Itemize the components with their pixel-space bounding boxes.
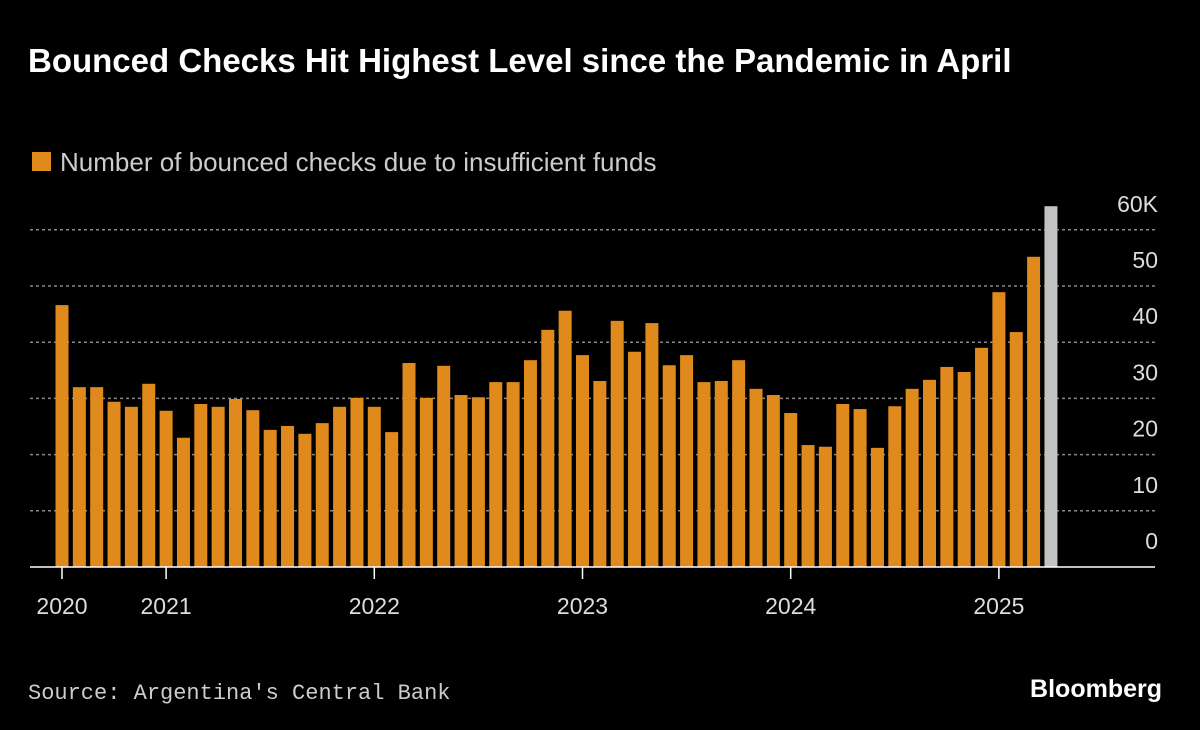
source: Source: Argentina's Central Bank bbox=[28, 681, 450, 706]
bar bbox=[367, 406, 381, 567]
bar bbox=[211, 406, 225, 567]
bar bbox=[975, 347, 989, 567]
bar bbox=[818, 446, 832, 567]
bar bbox=[992, 292, 1006, 567]
bar bbox=[72, 387, 86, 567]
bar bbox=[905, 388, 919, 567]
bar bbox=[801, 445, 815, 567]
bar bbox=[576, 355, 589, 567]
logo: Bloomberg bbox=[1030, 675, 1162, 703]
bar bbox=[662, 365, 676, 567]
bar bbox=[55, 305, 69, 567]
bar bbox=[749, 388, 763, 567]
bar bbox=[471, 397, 485, 567]
bar bbox=[714, 380, 728, 567]
bar bbox=[853, 409, 867, 567]
x-tick-label: 2022 bbox=[349, 593, 400, 619]
bar bbox=[489, 382, 503, 567]
bar bbox=[281, 425, 295, 567]
bar bbox=[333, 406, 347, 567]
y-tick-label: 40 bbox=[1132, 303, 1158, 329]
bar bbox=[263, 429, 277, 567]
bar bbox=[1027, 256, 1041, 567]
x-tick-label: 2024 bbox=[765, 593, 816, 619]
bar bbox=[385, 432, 399, 567]
x-tick-label: 2021 bbox=[141, 593, 192, 619]
bar bbox=[593, 380, 607, 567]
legend-swatch bbox=[32, 152, 51, 171]
bar bbox=[506, 382, 520, 567]
bar bbox=[836, 404, 850, 567]
bar bbox=[229, 398, 242, 567]
bar bbox=[680, 355, 694, 567]
bar bbox=[90, 387, 104, 567]
bar bbox=[454, 395, 468, 567]
bar bbox=[628, 351, 642, 567]
bar bbox=[350, 397, 364, 567]
bar bbox=[159, 410, 173, 567]
y-tick-label: 10 bbox=[1132, 472, 1158, 498]
bar bbox=[402, 362, 416, 567]
bar bbox=[107, 401, 121, 567]
bar bbox=[142, 383, 156, 567]
bar bbox=[610, 320, 624, 567]
bar bbox=[419, 397, 433, 567]
x-tick-label: 2020 bbox=[36, 593, 87, 619]
bar bbox=[784, 413, 798, 567]
y-tick-label: 50 bbox=[1132, 247, 1158, 273]
bar bbox=[298, 433, 312, 567]
bar bbox=[732, 360, 746, 567]
legend-label: Number of bounced checks due to insuffic… bbox=[60, 147, 656, 177]
bar bbox=[176, 437, 190, 567]
x-tick-label: 2023 bbox=[557, 593, 608, 619]
bar bbox=[957, 371, 971, 567]
y-tick-label: 0 bbox=[1145, 528, 1158, 554]
chart-title: Bounced Checks Hit Highest Level since t… bbox=[28, 42, 1012, 79]
x-tick-label: 2025 bbox=[973, 593, 1024, 619]
bar bbox=[940, 366, 954, 567]
bar bbox=[1009, 332, 1023, 567]
bar bbox=[1044, 206, 1058, 568]
bar bbox=[124, 406, 138, 567]
bar bbox=[523, 360, 537, 567]
y-tick-label: 20 bbox=[1132, 416, 1158, 442]
bar bbox=[870, 447, 884, 567]
y-tick-label: 60K bbox=[1117, 191, 1159, 217]
bar bbox=[923, 379, 936, 567]
bar bbox=[437, 365, 451, 567]
bar bbox=[558, 310, 572, 567]
bar bbox=[888, 406, 902, 567]
bar bbox=[194, 404, 208, 567]
bar bbox=[541, 329, 555, 567]
bar bbox=[246, 410, 260, 567]
y-tick-label: 30 bbox=[1132, 359, 1158, 385]
bar bbox=[645, 323, 659, 567]
bar bbox=[766, 395, 780, 567]
bar bbox=[697, 382, 711, 567]
bar bbox=[315, 423, 329, 567]
